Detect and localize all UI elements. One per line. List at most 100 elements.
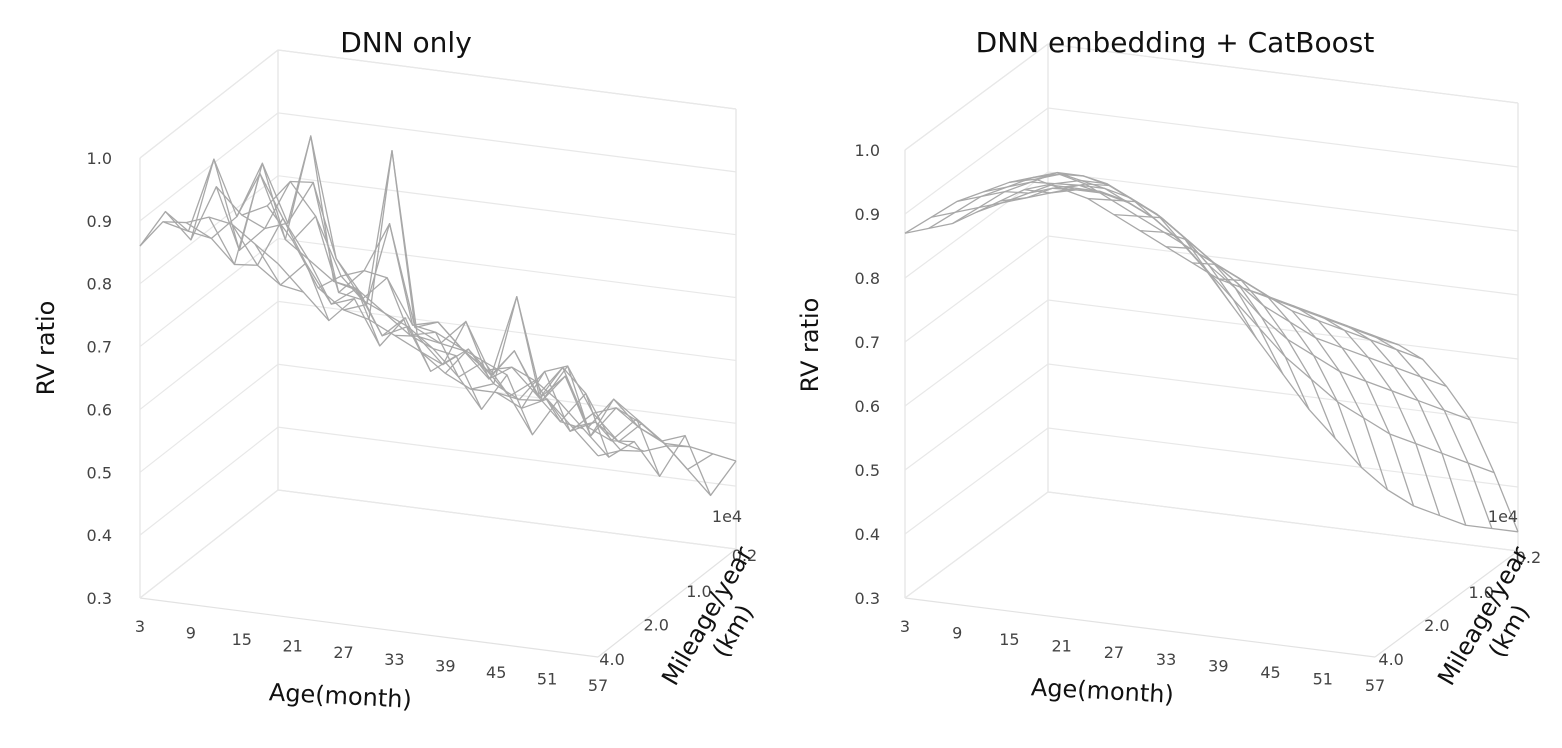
x-tick-label: 3 (900, 617, 910, 636)
chart-title: DNN only (340, 26, 472, 59)
axis-box-edge (139, 597, 599, 658)
axis-box-edge (904, 597, 1376, 658)
z-gridline (904, 43, 1519, 151)
surface-line-age (317, 270, 457, 357)
z-gridline (139, 237, 737, 348)
z-gridline (139, 300, 737, 410)
surface-line-age (470, 295, 610, 458)
x-tick-label: 57 (588, 676, 608, 695)
z-gridline (139, 112, 737, 222)
chart-title: DNN embedding + CatBoost (976, 26, 1375, 59)
z-tick-label: 0.9 (855, 205, 880, 224)
z-tick-label: 0.5 (87, 463, 112, 482)
x-tick-label: 57 (1365, 676, 1385, 695)
surface-line-mileage (185, 162, 645, 452)
z-gridline (139, 175, 737, 285)
surface-line-age (1348, 326, 1493, 529)
surface-line-age (266, 180, 406, 337)
z-tick-label: 0.4 (87, 526, 112, 545)
surface-line-age (1061, 183, 1206, 269)
x-tick-label: 33 (1156, 650, 1176, 669)
surface-line-age (1035, 173, 1179, 241)
z-axis-label: RV ratio (796, 298, 824, 393)
z-axis-label: RV ratio (32, 301, 60, 396)
x-tick-label: 21 (282, 637, 302, 656)
chart-dnn-catboost-group: 0.30.40.50.60.70.80.91.03 9 15 21 27 33 39 45 51… (796, 26, 1541, 709)
surface-line-mileage (976, 179, 1447, 388)
surface-line-age (904, 184, 1049, 234)
z-tick-label: 1.0 (855, 141, 880, 160)
x-axis-label: Age(month) (1030, 673, 1174, 708)
z-tick-label: 0.3 (855, 589, 880, 608)
chart-dnn-embedding-catboost: 0.30.40.50.60.70.80.91.03 9 15 21 27 33 39 45 51… (796, 26, 1541, 709)
surface-line-age (1009, 171, 1153, 218)
z-tick-label: 0.8 (855, 269, 880, 288)
surface-line-age (930, 187, 1075, 218)
x-tick-label: 3 (135, 617, 145, 636)
surface-line-age (1192, 262, 1336, 439)
chart-dnn-only-group: 0.30.40.50.60.70.80.91.03 9 15 21 27 33 39 45 51… (32, 26, 781, 714)
y-scale-label: 1e4 (712, 507, 742, 526)
surface-line-mileage (277, 263, 737, 497)
z-tick-label: 0.9 (87, 212, 112, 231)
surface-line-age (572, 421, 712, 496)
x-tick-label: 51 (537, 669, 557, 688)
x-tick-label: 33 (384, 650, 404, 669)
axis-box-edge (1374, 550, 1519, 658)
surface-line-age (343, 223, 483, 410)
surface-line-mileage (1047, 184, 1519, 533)
z-tick-label: 1.0 (87, 149, 112, 168)
surface-line-age (190, 158, 330, 321)
surface-line-age (521, 365, 661, 477)
z-gridline (139, 49, 737, 159)
y-tick-label: 0.2 (1516, 548, 1541, 567)
surface-line-mileage (1024, 189, 1495, 474)
z-gridline (904, 171, 1519, 279)
x-tick-label: 27 (333, 643, 353, 662)
z-gridline (904, 363, 1519, 471)
z-gridline (904, 299, 1519, 407)
surface-line-age (546, 398, 686, 442)
z-tick-label: 0.3 (87, 589, 112, 608)
surface-line-age (419, 320, 559, 401)
z-tick-label: 0.5 (855, 461, 880, 480)
y-tick-label: 4.0 (1378, 650, 1403, 669)
surface-line-age (1322, 317, 1467, 526)
surface-line-age (165, 211, 304, 293)
z-tick-label: 0.8 (87, 275, 112, 294)
x-tick-label: 45 (486, 663, 506, 682)
z-gridline (904, 235, 1519, 343)
chart-panel-dnn-catboost: 0.3 0.4 0.5 0.6 0.7 0.8 0.9 1.0 3 9 15 21 27 33 39 45 51… (781, 0, 1562, 748)
surface-line-mileage (904, 178, 1376, 338)
x-tick-label: 21 (1051, 637, 1071, 656)
x-tick-label: 9 (186, 624, 196, 643)
surface-line-age (983, 181, 1127, 202)
z-gridline (904, 491, 1519, 599)
surface-line-age (1218, 278, 1362, 468)
z-gridline (139, 489, 737, 599)
surface-line-age (1244, 287, 1389, 491)
x-tick-label: 15 (232, 630, 252, 649)
z-gridline (139, 426, 737, 536)
y-tick-label: 2.0 (643, 615, 668, 634)
x-tick-label: 15 (999, 630, 1019, 649)
surface-line-age (139, 216, 279, 265)
surface-line-age (1296, 307, 1441, 516)
z-tick-label: 0.6 (87, 400, 112, 419)
surface-line-mileage (254, 243, 714, 471)
z-tick-label: 0.7 (87, 338, 112, 357)
y-tick-label: 2.0 (1424, 616, 1449, 635)
y-tick-label: 4.0 (599, 650, 624, 669)
x-tick-label: 9 (952, 624, 962, 643)
y-axis-label: Mileage/year(km) (656, 542, 781, 705)
surface-line-age (1087, 197, 1232, 305)
z-gridline (904, 427, 1519, 535)
surface-line-mileage (139, 186, 599, 457)
z-gridline (139, 363, 737, 473)
y-tick-label: 0.2 (732, 546, 757, 565)
surface-line-age (957, 187, 1101, 202)
x-tick-label: 51 (1313, 669, 1333, 688)
x-tick-label: 27 (1104, 643, 1124, 662)
x-axis-label: Age(month) (268, 678, 412, 713)
surface-line-age (1374, 336, 1519, 533)
